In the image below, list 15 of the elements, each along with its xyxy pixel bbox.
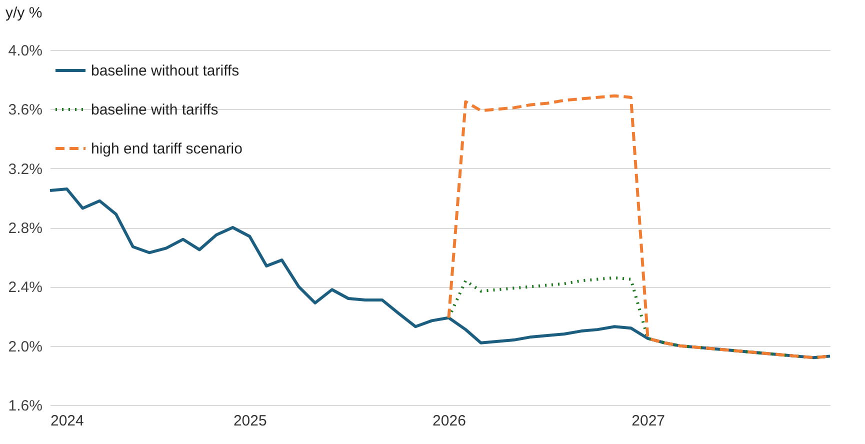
legend-label: baseline without tariffs xyxy=(91,62,240,80)
y-axis-title: y/y % xyxy=(6,4,42,22)
legend-label: high end tariff scenario xyxy=(91,140,242,158)
y-tick-label: 2.0% xyxy=(8,338,42,356)
x-tick-label: 2027 xyxy=(632,412,666,430)
y-tick-label: 4.0% xyxy=(8,42,42,60)
y-tick-label: 2.8% xyxy=(8,220,42,237)
y-tick-label: 3.2% xyxy=(8,160,42,178)
legend-label: baseline with tariffs xyxy=(91,102,218,118)
y-tick-label: 2.4% xyxy=(8,279,42,296)
x-tick-label: 2026 xyxy=(432,412,466,430)
y-tick-label: 3.6% xyxy=(8,102,42,119)
y-tick-label: 1.6% xyxy=(8,398,42,414)
x-tick-label: 2024 xyxy=(50,412,84,430)
x-tick-label: 2025 xyxy=(233,412,267,430)
